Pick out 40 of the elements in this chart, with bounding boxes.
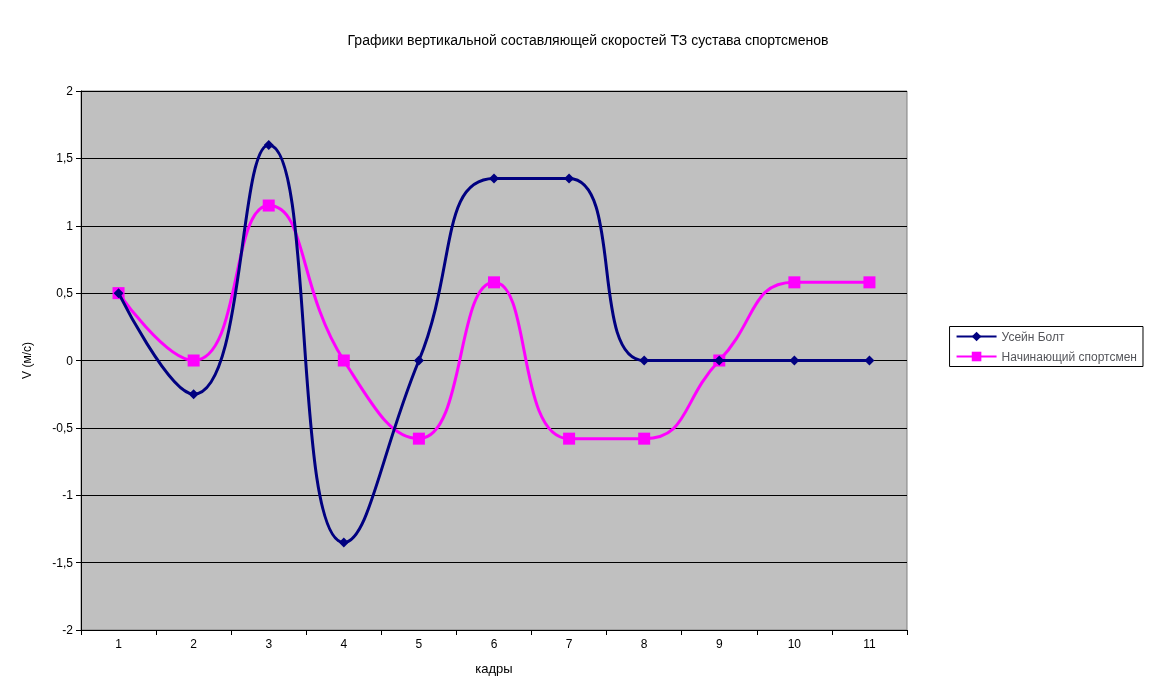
y-tick-label: -1 — [62, 488, 74, 503]
y-tick-label: -1,5 — [52, 555, 74, 570]
x-tick-label: 11 — [863, 637, 876, 651]
x-tick-label: 7 — [565, 637, 573, 651]
x-tick-label: 10 — [787, 637, 802, 651]
point — [262, 199, 275, 212]
point — [263, 139, 274, 150]
point — [413, 355, 424, 366]
point — [563, 432, 576, 445]
x-tick-label: 6 — [490, 637, 498, 651]
x-tick-label: 5 — [415, 637, 423, 651]
legend-label: Усейн Болт — [1001, 329, 1066, 344]
point — [489, 173, 499, 184]
x-tick-label: 2 — [190, 637, 198, 651]
point — [187, 354, 200, 367]
x-tick-label: 1 — [115, 637, 123, 651]
y-tick-label: 0,5 — [56, 286, 74, 301]
point — [338, 537, 349, 548]
x-tick-label: 3 — [265, 637, 273, 651]
legend-label: Начинающий спортсмен — [1001, 349, 1138, 364]
x-axis-title: кадры — [475, 661, 513, 676]
y-tick-label: 2 — [66, 84, 74, 98]
y-tick-label: 1 — [66, 218, 74, 233]
point — [638, 432, 651, 445]
point — [412, 432, 425, 445]
chart-title: Графики вертикальной составляющей скоростей ТЗ сустава спортсменов — [347, 32, 829, 48]
x-tick-label: 4 — [340, 637, 348, 651]
y-tick-label: 0 — [66, 353, 74, 368]
x-tick-label: 9 — [715, 637, 723, 651]
x-tick-label: 8 — [640, 637, 648, 651]
point — [788, 276, 801, 289]
point — [564, 173, 575, 184]
point — [337, 354, 350, 367]
point — [188, 389, 199, 400]
y-axis-title: V (м/с) — [20, 342, 34, 379]
point — [488, 276, 500, 289]
y-tick-label: -0,5 — [52, 420, 74, 435]
y-tick-label: 1,5 — [56, 151, 74, 166]
point — [863, 276, 876, 289]
y-tick-label: -2 — [62, 623, 74, 637]
